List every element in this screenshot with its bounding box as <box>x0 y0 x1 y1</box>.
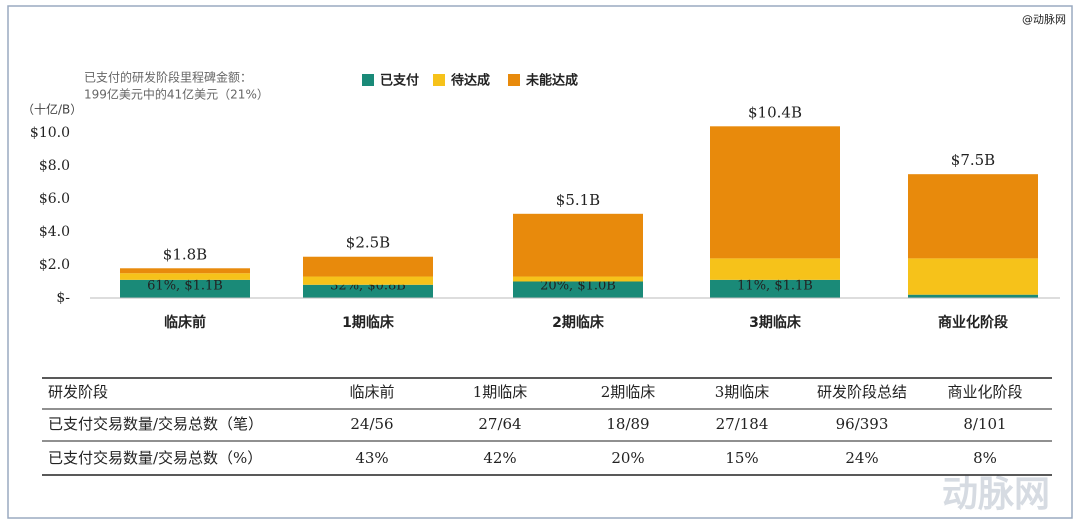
table-cell: 8% <box>973 449 997 467</box>
subtitle: 已支付的研发阶段里程碑金额： <box>84 70 252 85</box>
bar-segment <box>710 126 840 259</box>
watermark-logo: 动脉网 <box>942 474 1050 515</box>
bar-segment <box>710 258 840 280</box>
y-tick-label: $8.0 <box>39 158 70 174</box>
table-cell: 已支付交易数量/交易总数（笔） <box>48 415 263 433</box>
table-cell: 临床前 <box>349 383 394 401</box>
bar-segment <box>908 258 1038 295</box>
bar-segment <box>513 276 643 282</box>
table-cell: 8/101 <box>963 415 1006 433</box>
bar-segment <box>120 268 250 274</box>
legend-swatch <box>433 74 445 86</box>
table-cell: 96/393 <box>836 415 889 433</box>
bar-segment <box>710 279 840 298</box>
y-tick-label: $- <box>56 290 70 306</box>
total-label: $1.8B <box>163 245 207 263</box>
y-tick-label: $6.0 <box>39 191 70 207</box>
table-cell: 24/56 <box>350 415 393 433</box>
table-cell: 2期临床 <box>601 383 656 401</box>
bar-segment <box>513 213 643 277</box>
y-tick-label: $4.0 <box>39 224 70 240</box>
y-axis-label: （十亿/B） <box>22 102 82 117</box>
subtitle: 199亿美元中的41亿美元（21%） <box>84 87 269 102</box>
table-cell: 商业化阶段 <box>947 383 1022 401</box>
table-cell: 27/64 <box>478 415 521 433</box>
table-cell: 24% <box>845 449 878 467</box>
legend-swatch <box>362 74 374 86</box>
x-tick-label: 3期临床 <box>749 314 802 331</box>
data-label: 20%, $1.0B <box>540 279 616 294</box>
x-tick-label: 1期临床 <box>342 314 395 331</box>
bar-segment <box>303 276 433 285</box>
x-tick-label: 商业化阶段 <box>938 314 1008 331</box>
table-cell: 42% <box>483 449 516 467</box>
total-label: $7.5B <box>951 151 995 169</box>
total-label: $5.1B <box>556 191 600 209</box>
legend-label: 待达成 <box>450 73 490 89</box>
table-cell: 已支付交易数量/交易总数（%） <box>48 449 262 467</box>
table-cell: 18/89 <box>606 415 649 433</box>
total-label: $2.5B <box>346 234 390 252</box>
watermark: @动脉网 <box>1022 12 1066 26</box>
data-label: 11%, $1.1B <box>737 279 813 294</box>
bar-segment <box>303 284 433 298</box>
x-tick-label: 2期临床 <box>552 314 605 331</box>
table-cell: 研发阶段总结 <box>817 383 907 401</box>
bar-segment <box>908 294 1038 298</box>
table-cell: 15% <box>725 449 758 467</box>
data-label: 61%, $1.1B <box>147 279 223 294</box>
table-cell: 研发阶段 <box>48 383 108 401</box>
bar-segment <box>120 279 250 298</box>
table-cell: 3期临床 <box>715 383 770 401</box>
total-label: $10.4B <box>748 103 802 121</box>
legend-swatch <box>508 74 520 86</box>
frame <box>7 5 1073 519</box>
bar-segment <box>303 256 433 277</box>
legend-label: 未能达成 <box>525 73 578 89</box>
y-tick-label: $2.0 <box>39 257 70 273</box>
bar-segment <box>120 273 250 280</box>
table-cell: 43% <box>355 449 388 467</box>
x-tick-label: 临床前 <box>164 314 206 331</box>
table-cell: 1期临床 <box>473 383 528 401</box>
table-cell: 20% <box>611 449 644 467</box>
legend-label: 已支付 <box>380 73 419 89</box>
bar-segment <box>908 174 1038 259</box>
bar-segment <box>513 281 643 298</box>
table-cell: 27/184 <box>716 415 769 433</box>
y-tick-label: $10.0 <box>30 125 70 141</box>
